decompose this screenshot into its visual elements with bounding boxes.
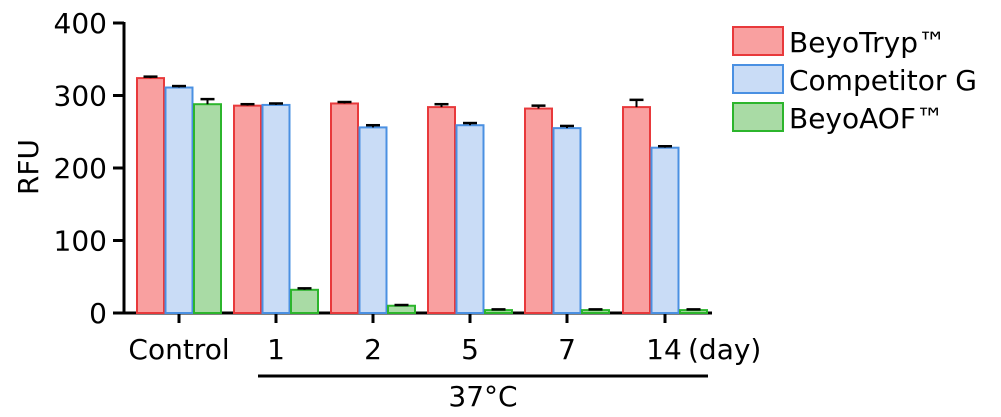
y-tick-label: 0 [89,297,107,330]
legend-label: BeyoAOF™ [789,102,944,135]
bar [387,304,416,314]
bar [552,127,582,314]
y-tick-label: 300 [54,80,107,113]
bar [164,86,194,315]
legend-swatch [732,64,784,94]
x-tick-label: Control [128,333,229,366]
x-tick-label: 2 [364,333,382,366]
x-tick-label: 1 [267,333,285,366]
x-tick-label: 14 [646,333,682,366]
chart-bars [136,77,708,315]
bar [233,104,262,315]
legend-label: BeyoTryp™ [789,26,946,59]
bar [650,146,680,314]
x-unit-label: (day) [688,333,761,366]
y-tick-label: 200 [54,152,107,185]
chart-error-bars [143,75,701,311]
bar [290,288,319,314]
legend-swatch [732,26,784,56]
bar [524,107,553,314]
bar [330,102,359,314]
bar [455,124,485,314]
bar [358,126,388,315]
bar [261,103,291,314]
bar [193,103,222,314]
y-axis-label: RFU [12,139,45,195]
bar [427,106,456,314]
chart-labels: RFU (day) 37°C Control 1 2 5 7 14 [12,139,761,413]
y-tick-label: 100 [54,225,107,258]
legend-swatch [732,102,784,132]
bar [622,106,651,314]
legend-label: Competitor G [789,64,977,97]
bar [136,77,165,314]
x-tick-label: 7 [558,333,576,366]
x-tick-label: 5 [461,333,479,366]
y-tick-label: 400 [54,7,107,40]
group-label: 37°C [448,380,517,413]
chart-legend: BeyoTryp™ Competitor G BeyoAOF™ [732,26,977,135]
